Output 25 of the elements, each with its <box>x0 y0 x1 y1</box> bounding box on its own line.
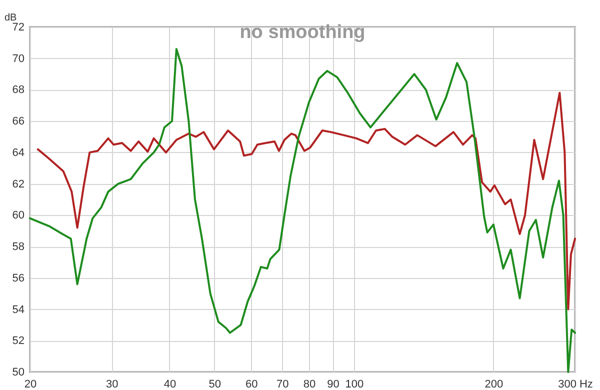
y-tick-label: 68 <box>12 84 24 96</box>
x-tick-label: 70 <box>276 378 289 390</box>
x-tick-label: 90 <box>327 378 340 390</box>
x-tick-label: 50 <box>208 378 222 390</box>
x-tick-label: 20 <box>24 378 37 390</box>
y-tick-label: 72 <box>12 22 24 34</box>
x-tick-label: 30 <box>106 378 118 390</box>
y-tick-label: 64 <box>12 146 24 159</box>
x-tick-label: 300 Hz <box>558 378 593 390</box>
y-tick-label: 62 <box>12 178 24 190</box>
y-tick-label: 70 <box>12 52 24 65</box>
x-tick-label: 60 <box>245 378 258 390</box>
y-tick-label: 50 <box>12 366 24 378</box>
y-tick-label: 56 <box>12 272 24 284</box>
chart-title: no smoothing <box>240 22 366 43</box>
y-tick-label: 52 <box>12 335 24 348</box>
y-tick-label: 58 <box>12 241 24 254</box>
y-tick-label: 54 <box>12 304 24 316</box>
y-axis-title: dB <box>4 12 18 24</box>
x-tick-label: 100 <box>345 378 364 390</box>
x-tick-label: 200 <box>484 378 504 390</box>
y-tick-label: 66 <box>12 116 24 128</box>
x-tick-label: 80 <box>303 378 316 390</box>
x-tick-label: 40 <box>164 378 176 390</box>
y-tick-label: 60 <box>12 210 24 222</box>
